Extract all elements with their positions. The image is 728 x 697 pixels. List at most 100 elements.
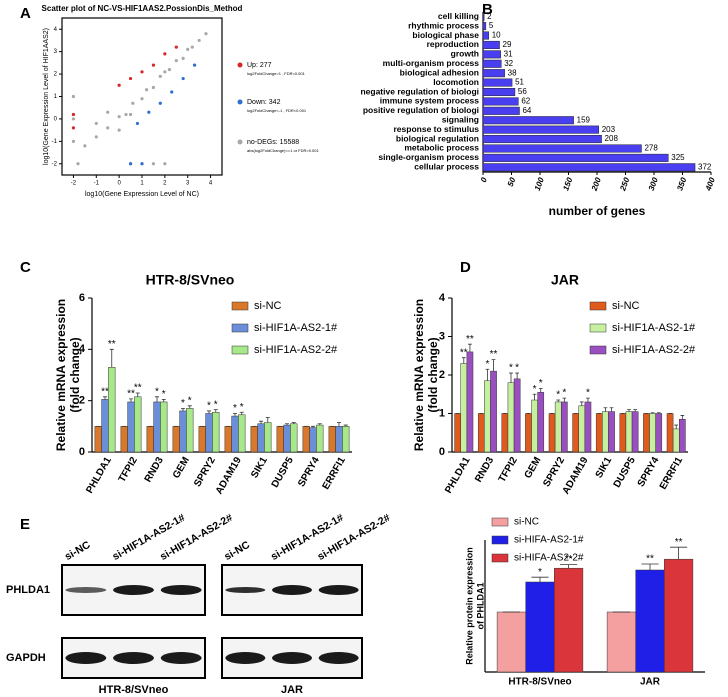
point [163, 70, 167, 74]
bar [160, 401, 168, 453]
significance-label: ** [466, 334, 474, 345]
bar [460, 363, 468, 453]
bar [608, 411, 615, 453]
bar [257, 423, 265, 453]
error-bar [468, 343, 472, 352]
error-bar [154, 396, 160, 402]
error-bar [650, 412, 655, 414]
significance-label: * [233, 403, 237, 414]
y-tick-label: 4 [439, 292, 446, 304]
significance-label: * [162, 389, 166, 400]
x-tick-label: GEM [171, 455, 192, 480]
category-label: reproduction [427, 39, 479, 49]
point [174, 59, 178, 63]
point [197, 38, 201, 43]
value-label: 32 [504, 59, 513, 68]
bar [513, 378, 521, 453]
category-label: biological regulation [396, 133, 479, 143]
bar [482, 135, 602, 144]
bar [134, 396, 142, 453]
bar [525, 581, 555, 673]
bar [302, 426, 310, 453]
bar [94, 426, 102, 453]
y-tick-label: 2 [79, 395, 85, 407]
bar [484, 380, 491, 453]
bar [619, 413, 627, 453]
point [71, 126, 76, 130]
blot-band [225, 652, 266, 664]
value-label: 208 [605, 134, 619, 143]
bar [238, 414, 246, 453]
bar [631, 411, 639, 453]
error-bar [336, 422, 342, 427]
error-bar [586, 397, 590, 402]
x-tick-label: 200 [589, 176, 603, 193]
legend-note: log2FoldChange<-1 , FDR<0.001 [247, 108, 307, 113]
x-tick-label: DUSP5 [270, 455, 296, 490]
y-tick-label: -2 [52, 161, 58, 167]
point [163, 162, 167, 166]
bar [643, 413, 650, 453]
x-tick-label: -1 [94, 181, 100, 187]
error-bar [161, 398, 166, 402]
point [94, 135, 98, 139]
error-bar [515, 372, 519, 379]
y-tick-label: -1 [52, 139, 58, 145]
point [83, 144, 87, 148]
point [190, 45, 194, 49]
error-bar [680, 415, 685, 420]
category-label: biological adhesion [400, 67, 479, 77]
y-axis-label: Relative protein expression [464, 547, 474, 665]
error-bar [102, 396, 108, 400]
value-label: 2 [487, 12, 492, 21]
category-label: positive regulation of biologi [363, 105, 479, 115]
panel-label: B [482, 1, 493, 18]
point [186, 47, 190, 52]
y-axis-label: (fold change) [426, 337, 440, 412]
value-label: 38 [508, 68, 517, 77]
bar [482, 12, 485, 21]
point [170, 90, 174, 94]
point [71, 94, 76, 99]
bar [482, 106, 520, 115]
x-tick-label: TFPI2 [497, 455, 520, 484]
error-bar [343, 424, 348, 427]
bar [584, 401, 592, 453]
x-tick-label: ERRFI1 [658, 455, 686, 492]
category-label: biological phase [412, 30, 479, 40]
y-tick-label: 0 [54, 117, 58, 123]
x-tick-label: SPRY4 [296, 455, 322, 489]
error-bar [674, 424, 679, 429]
error-bar [232, 413, 238, 417]
blot-band [113, 585, 154, 595]
bar [548, 413, 556, 453]
category-label: rhythmic process [408, 20, 479, 30]
row-label: GAPDH [6, 652, 46, 664]
error-bar [291, 422, 296, 424]
error-bar [531, 576, 549, 582]
x-tick-label: SPRY2 [192, 455, 218, 489]
point [151, 63, 156, 67]
x-tick-label: HTR-8/SVneo [508, 677, 571, 688]
bar [290, 423, 298, 453]
bar [482, 50, 501, 59]
y-tick-label: 2 [439, 369, 445, 381]
bar [153, 401, 161, 453]
error-bar [265, 416, 270, 423]
legend-swatch [491, 535, 509, 545]
point [117, 115, 121, 119]
point [181, 56, 185, 60]
y-axis-label: (fold change) [68, 337, 82, 412]
bar [482, 31, 489, 40]
bar [108, 367, 116, 453]
panel-label: A [20, 5, 31, 22]
x-axis-label: number of genes [549, 204, 646, 218]
group-label: HTR-8/SVneo [99, 684, 169, 696]
significance-label: * [509, 363, 513, 374]
blot-band [65, 587, 107, 593]
x-tick-label: 300 [647, 176, 660, 192]
y-axis-label: of PHLDA1 [475, 583, 485, 630]
bar [276, 426, 284, 453]
bar [625, 411, 633, 453]
